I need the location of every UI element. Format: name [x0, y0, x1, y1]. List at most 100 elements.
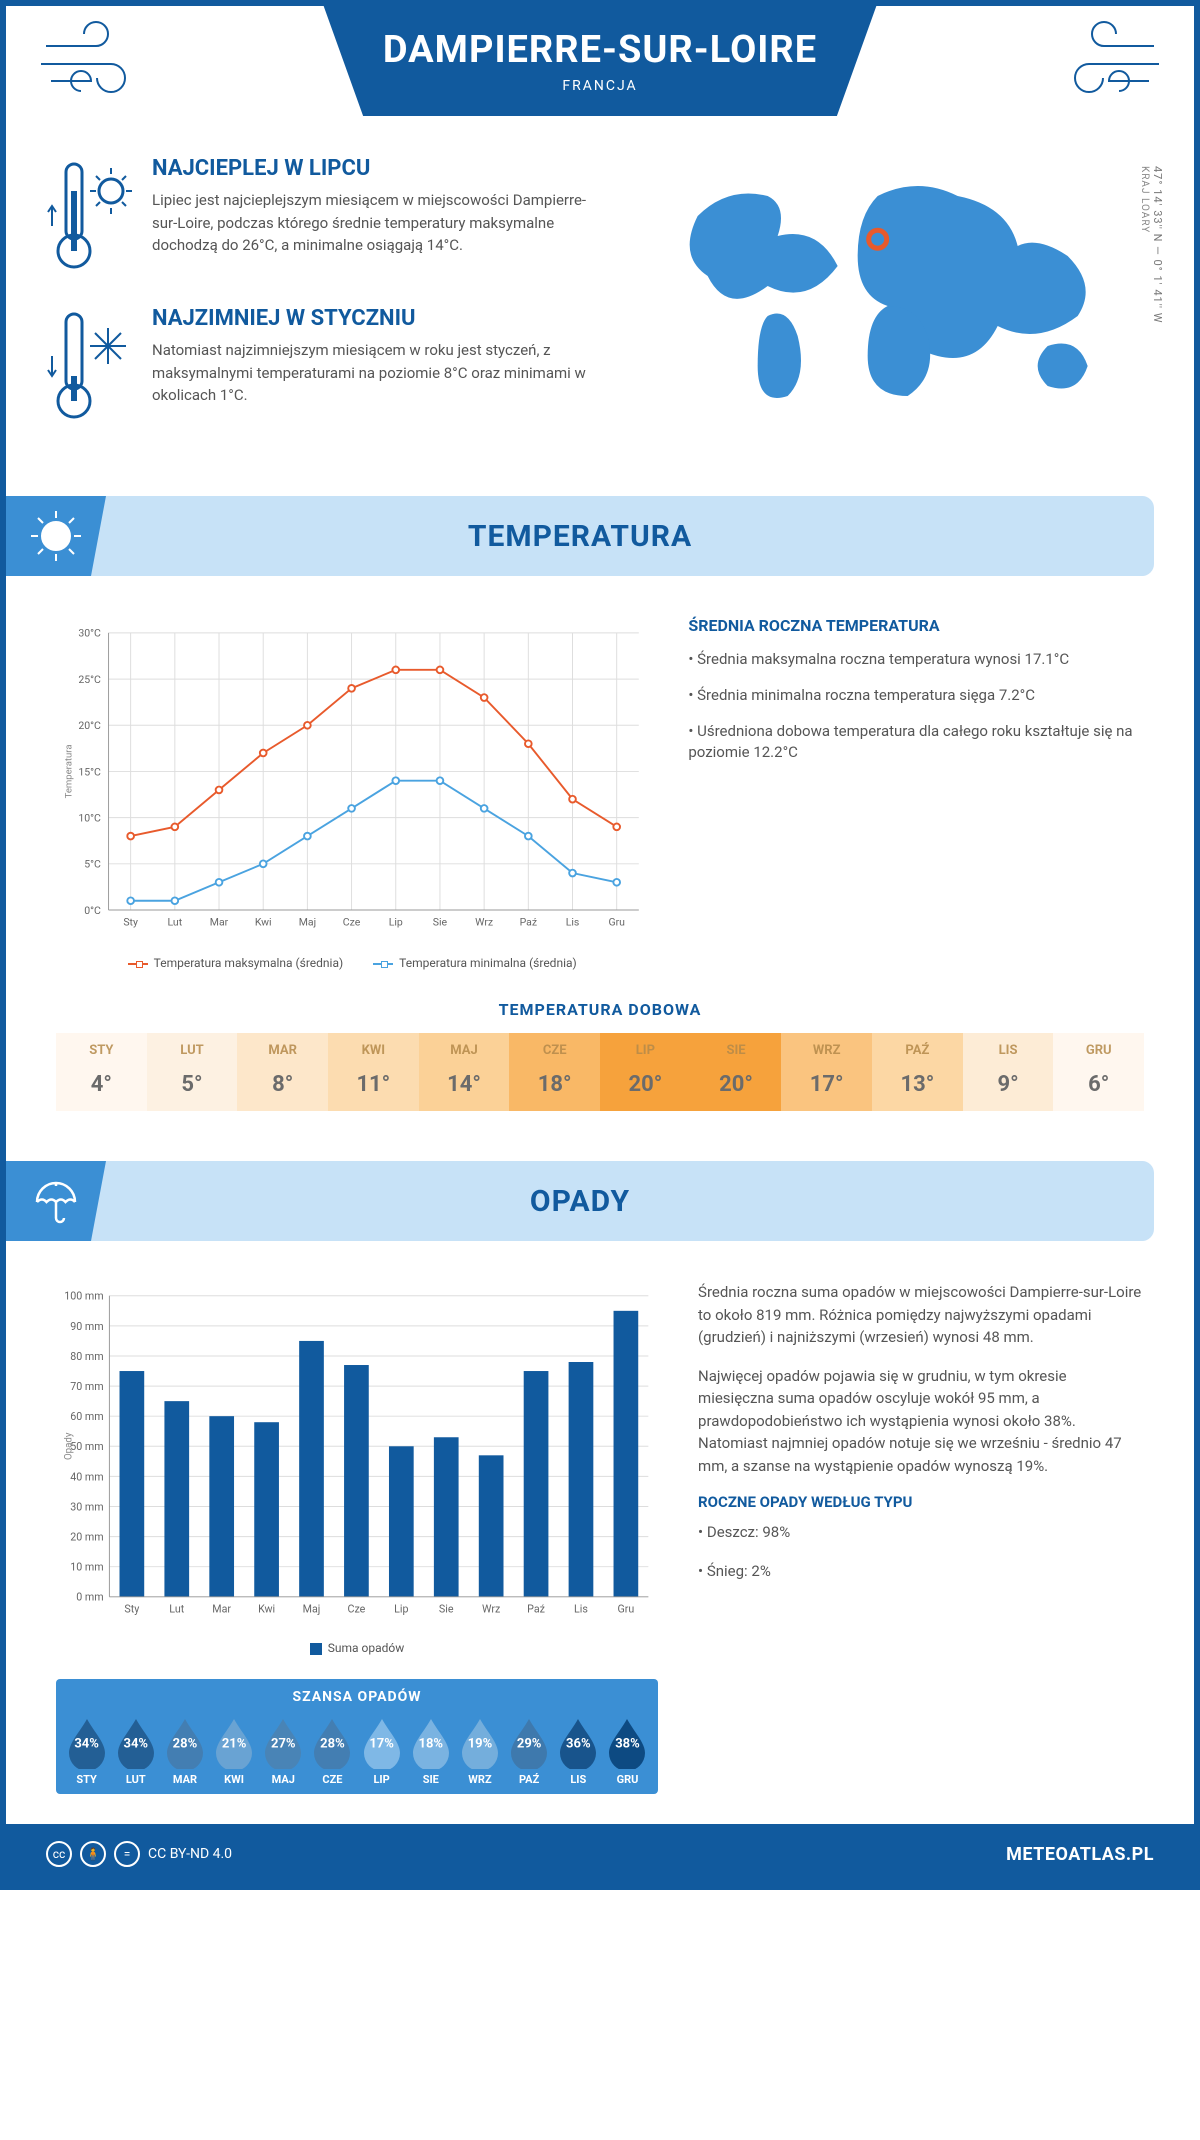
svg-text:Mar: Mar — [210, 915, 229, 928]
svg-text:0°C: 0°C — [84, 904, 101, 917]
region-label: KRAJ LOARY — [1139, 166, 1150, 233]
chance-cell: 36% LIS — [554, 1715, 603, 1786]
svg-text:Gru: Gru — [617, 1602, 634, 1615]
precip-type-bullet: • Śnieg: 2% — [698, 1560, 1144, 1583]
svg-text:30 mm: 30 mm — [70, 1500, 103, 1513]
temp-bullet: • Średnia maksymalna roczna temperatura … — [688, 649, 1144, 671]
svg-text:Lip: Lip — [394, 1602, 408, 1615]
temperature-line-chart: 0°C5°C10°C15°C20°C25°C30°CStyLutMarKwiMa… — [56, 616, 648, 970]
svg-text:Paź: Paź — [520, 915, 538, 928]
daily-temp-cell: WRZ17° — [781, 1033, 872, 1111]
raindrop-icon: 34% — [65, 1715, 109, 1769]
svg-text:Mar: Mar — [212, 1602, 231, 1615]
temp-bullet: • Średnia minimalna roczna temperatura s… — [688, 685, 1144, 707]
svg-text:Kwi: Kwi — [255, 915, 272, 928]
raindrop-icon: 29% — [507, 1715, 551, 1769]
thermometer-hot-icon — [46, 156, 136, 280]
bar-chart-legend: Suma opadów — [56, 1641, 658, 1655]
section-head-opady: OPADY — [6, 1161, 1154, 1241]
chance-cell: 21% KWI — [210, 1715, 259, 1786]
svg-text:25°C: 25°C — [78, 673, 101, 686]
wind-icon-right — [1044, 16, 1164, 106]
precip-paragraph: Średnia roczna suma opadów w miejscowośc… — [698, 1281, 1144, 1349]
umbrella-icon — [6, 1161, 106, 1241]
svg-text:Cze: Cze — [348, 1602, 366, 1615]
temperature-summary: ŚREDNIA ROCZNA TEMPERATURA • Średnia mak… — [688, 616, 1144, 970]
svg-text:Maj: Maj — [299, 915, 316, 928]
hottest-text: Lipiec jest najcieplejszym miesiącem w m… — [152, 189, 611, 257]
svg-text:50 mm: 50 mm — [70, 1440, 103, 1453]
coldest-block: NAJZIMNIEJ W STYCZNIU Natomiast najzimni… — [46, 306, 611, 430]
chance-cell: 29% PAŹ — [505, 1715, 554, 1786]
section-title-temperatura: TEMPERATURA — [468, 519, 692, 554]
daily-temp-cell: CZE18° — [509, 1033, 600, 1111]
chance-cell: 28% CZE — [308, 1715, 357, 1786]
daily-temp-cell: LIS9° — [963, 1033, 1054, 1111]
daily-temp-cell: LUT5° — [147, 1033, 238, 1111]
hottest-block: NAJCIEPLEJ W LIPCU Lipiec jest najcieple… — [46, 156, 611, 280]
wind-icon-left — [36, 16, 156, 106]
raindrop-icon: 28% — [163, 1715, 207, 1769]
cc-icon: cc — [46, 1841, 72, 1867]
chance-cell: 38% GRU — [603, 1715, 652, 1786]
svg-text:20°C: 20°C — [78, 719, 101, 732]
precip-type-bullet: • Deszcz: 98% — [698, 1521, 1144, 1544]
thermometer-cold-icon — [46, 306, 136, 430]
header: DAMPIERRE-SUR-LOIRE FRANCJA — [6, 6, 1194, 116]
raindrop-icon: 21% — [212, 1715, 256, 1769]
world-map — [641, 156, 1154, 416]
svg-text:15°C: 15°C — [78, 765, 101, 778]
nd-icon: = — [114, 1841, 140, 1867]
svg-text:Kwi: Kwi — [258, 1602, 275, 1615]
daily-temp-cell: LIP20° — [600, 1033, 691, 1111]
daily-temp-title: TEMPERATURA DOBOWA — [56, 1000, 1144, 1019]
line-chart-legend: Temperatura maksymalna (średnia) Tempera… — [56, 956, 648, 970]
license-text: CC BY-ND 4.0 — [148, 1846, 232, 1862]
daily-temp-cell: MAR8° — [237, 1033, 328, 1111]
raindrop-icon: 27% — [261, 1715, 305, 1769]
svg-text:Sty: Sty — [123, 915, 138, 928]
svg-text:10°C: 10°C — [78, 811, 101, 824]
svg-text:Lut: Lut — [169, 1602, 184, 1615]
svg-text:Paź: Paź — [527, 1602, 545, 1615]
svg-text:30°C: 30°C — [78, 627, 101, 640]
svg-text:5°C: 5°C — [84, 858, 101, 871]
daily-temp-cell: STY4° — [56, 1033, 147, 1111]
svg-text:Lis: Lis — [574, 1602, 588, 1615]
svg-text:Gru: Gru — [608, 915, 625, 928]
raindrop-icon: 28% — [310, 1715, 354, 1769]
license-block: cc 🧍 = CC BY-ND 4.0 — [46, 1841, 232, 1867]
svg-text:20 mm: 20 mm — [70, 1530, 103, 1543]
temp-bullet: • Uśredniona dobowa temperatura dla całe… — [688, 721, 1144, 765]
svg-text:80 mm: 80 mm — [70, 1350, 103, 1363]
hottest-title: NAJCIEPLEJ W LIPCU — [152, 156, 611, 181]
coldest-title: NAJZIMNIEJ W STYCZNIU — [152, 306, 611, 331]
precipitation-summary: Średnia roczna suma opadów w miejscowośc… — [698, 1281, 1144, 1794]
chance-title: SZANSA OPADÓW — [62, 1689, 652, 1705]
svg-text:10 mm: 10 mm — [70, 1561, 103, 1574]
raindrop-icon: 36% — [556, 1715, 600, 1769]
chance-cell: 17% LIP — [357, 1715, 406, 1786]
daily-temp-cell: MAJ14° — [419, 1033, 510, 1111]
daily-temp-cell: KWI11° — [328, 1033, 419, 1111]
chance-cell: 34% STY — [62, 1715, 111, 1786]
raindrop-icon: 34% — [114, 1715, 158, 1769]
page-title: DAMPIERRE-SUR-LOIRE — [383, 28, 817, 72]
chance-cell: 34% LUT — [111, 1715, 160, 1786]
svg-text:Sty: Sty — [124, 1602, 139, 1615]
footer-brand: METEOATLAS.PL — [1006, 1844, 1154, 1865]
daily-temp-cell: PAŹ13° — [872, 1033, 963, 1111]
svg-text:Cze: Cze — [343, 915, 361, 928]
intro-section: NAJCIEPLEJ W LIPCU Lipiec jest najcieple… — [6, 116, 1194, 476]
svg-text:Lis: Lis — [566, 915, 580, 928]
svg-text:100 mm: 100 mm — [64, 1290, 103, 1303]
svg-text:Temperatura: Temperatura — [63, 744, 74, 798]
raindrop-icon: 17% — [360, 1715, 404, 1769]
svg-text:40 mm: 40 mm — [70, 1470, 103, 1483]
svg-text:90 mm: 90 mm — [70, 1320, 103, 1333]
precipitation-chance-panel: SZANSA OPADÓW 34% STY 34% LUT 28% MAR 21… — [56, 1679, 658, 1794]
svg-text:Sie: Sie — [439, 1602, 454, 1615]
chance-cell: 19% WRZ — [455, 1715, 504, 1786]
chance-cell: 28% MAR — [160, 1715, 209, 1786]
precipitation-bar-chart: 0 mm10 mm20 mm30 mm40 mm50 mm60 mm70 mm8… — [56, 1281, 658, 1794]
